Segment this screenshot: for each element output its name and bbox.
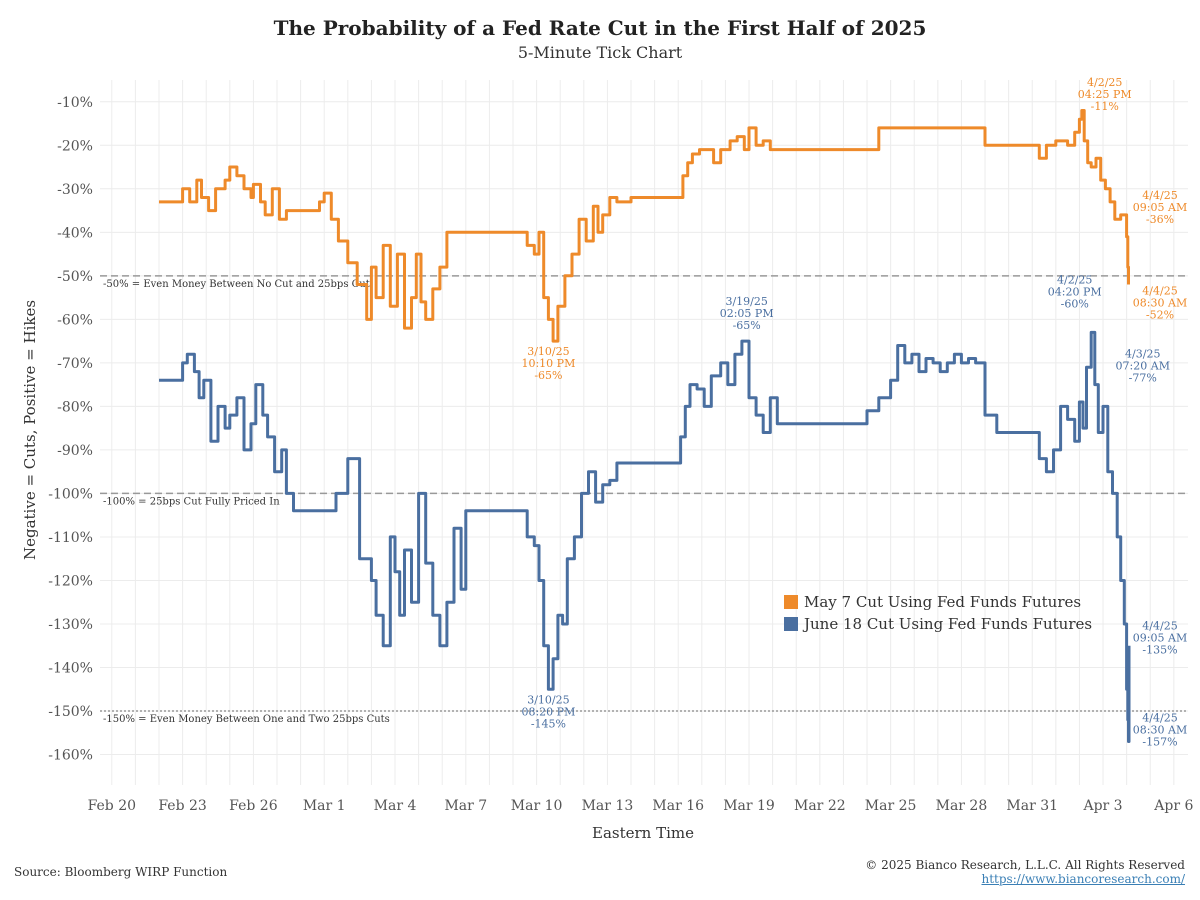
annotation-label: 04:20 PM [1048, 285, 1102, 298]
annotation-label: 4/2/25 [1087, 76, 1122, 89]
y-tick-label: -140% [48, 661, 93, 677]
annotation-label: 02:05 PM [720, 307, 774, 320]
x-tick-label: Feb 20 [88, 798, 136, 814]
annotation-label: 09:05 AM [1133, 201, 1187, 214]
annotation-label: 08:30 AM [1133, 297, 1187, 310]
chart-title: The Probability of a Fed Rate Cut in the… [273, 16, 927, 40]
x-tick-label: Mar 19 [723, 798, 775, 814]
website-link[interactable]: https://www.biancoresearch.com/ [981, 872, 1185, 886]
y-tick-label: -20% [57, 138, 93, 154]
y-tick-label: -130% [48, 617, 93, 633]
copyright-note: © 2025 Bianco Research, L.L.C. All Right… [865, 858, 1185, 872]
x-tick-label: Mar 25 [865, 798, 917, 814]
legend-label: May 7 Cut Using Fed Funds Futures [804, 593, 1081, 611]
y-tick-label: -80% [57, 399, 93, 415]
chart-subtitle: 5-Minute Tick Chart [517, 43, 683, 62]
annotation-label: -77% [1129, 371, 1157, 384]
annotation-label: 3/19/25 [725, 295, 767, 308]
y-tick-label: -120% [48, 573, 93, 589]
annotation-label: 3/10/25 [527, 693, 569, 706]
y-tick-label: -10% [57, 95, 93, 111]
annotation-label: 10:10 PM [521, 357, 575, 370]
x-axis-title: Eastern Time [592, 824, 694, 842]
x-tick-label: Feb 26 [229, 798, 278, 814]
annotation-label: 4/4/25 [1142, 285, 1177, 298]
y-tick-label: -110% [48, 530, 93, 546]
annotation-label: 07:20 AM [1116, 359, 1170, 372]
y-tick-label: -160% [48, 748, 93, 764]
x-tick-label: Mar 28 [936, 798, 988, 814]
y-tick-label: -50% [57, 269, 93, 285]
annotation-label: -65% [733, 319, 761, 332]
reference-line-label: -150% = Even Money Between One and Two 2… [103, 714, 390, 725]
annotation-label: -145% [531, 717, 566, 730]
y-tick-label: -40% [57, 225, 93, 241]
x-tick-label: Mar 1 [303, 798, 346, 814]
y-tick-label: -100% [48, 486, 93, 502]
annotation-label: 4/4/25 [1142, 189, 1177, 202]
june-18-series-line [159, 330, 1131, 743]
annotation-label: 08:20 PM [521, 705, 575, 718]
annotation-label: -11% [1091, 100, 1119, 113]
y-tick-label: -70% [57, 356, 93, 372]
annotation-label: 4/4/25 [1142, 620, 1177, 633]
y-axis-title: Negative = Cuts, Positive = Hikes [21, 300, 39, 560]
annotation-label: 09:05 AM [1133, 632, 1187, 645]
annotation-label: -65% [534, 369, 562, 382]
annotation-label: -52% [1146, 309, 1174, 322]
source-note: Source: Bloomberg WIRP Function [14, 865, 228, 879]
y-tick-label: -150% [48, 704, 93, 720]
x-tick-label: Mar 16 [652, 798, 704, 814]
legend-swatch [784, 617, 798, 631]
annotation-label: -157% [1142, 735, 1177, 748]
y-tick-label: -90% [57, 443, 93, 459]
annotation-label: 4/2/25 [1057, 273, 1092, 286]
y-tick-label: -30% [57, 182, 93, 198]
x-tick-label: Mar 10 [511, 798, 563, 814]
x-tick-label: Feb 23 [158, 798, 206, 814]
x-tick-label: Mar 4 [374, 798, 417, 814]
legend-swatch [784, 595, 798, 609]
annotation-label: -60% [1061, 297, 1089, 310]
annotation-label: -135% [1142, 644, 1177, 657]
annotation-label: 08:30 AM [1133, 723, 1187, 736]
x-tick-label: Mar 7 [444, 798, 487, 814]
reference-line-label: -100% = 25bps Cut Fully Priced In [103, 496, 280, 507]
x-tick-label: Apr 6 [1153, 798, 1193, 814]
x-tick-label: Mar 22 [794, 798, 846, 814]
annotation-label: 4/4/25 [1142, 711, 1177, 724]
annotation-label: -36% [1146, 213, 1174, 226]
legend-label: June 18 Cut Using Fed Funds Futures [802, 615, 1092, 633]
annotation-label: 04:25 PM [1078, 88, 1132, 101]
y-tick-label: -60% [57, 312, 93, 328]
x-tick-label: Mar 31 [1006, 798, 1058, 814]
may-7-series-line [159, 109, 1130, 343]
annotation-label: 3/10/25 [527, 345, 569, 358]
x-tick-label: Mar 13 [582, 798, 634, 814]
reference-line-label: -50% = Even Money Between No Cut and 25b… [103, 279, 370, 290]
annotation-label: 4/3/25 [1125, 347, 1160, 360]
x-tick-label: Apr 3 [1082, 798, 1122, 814]
